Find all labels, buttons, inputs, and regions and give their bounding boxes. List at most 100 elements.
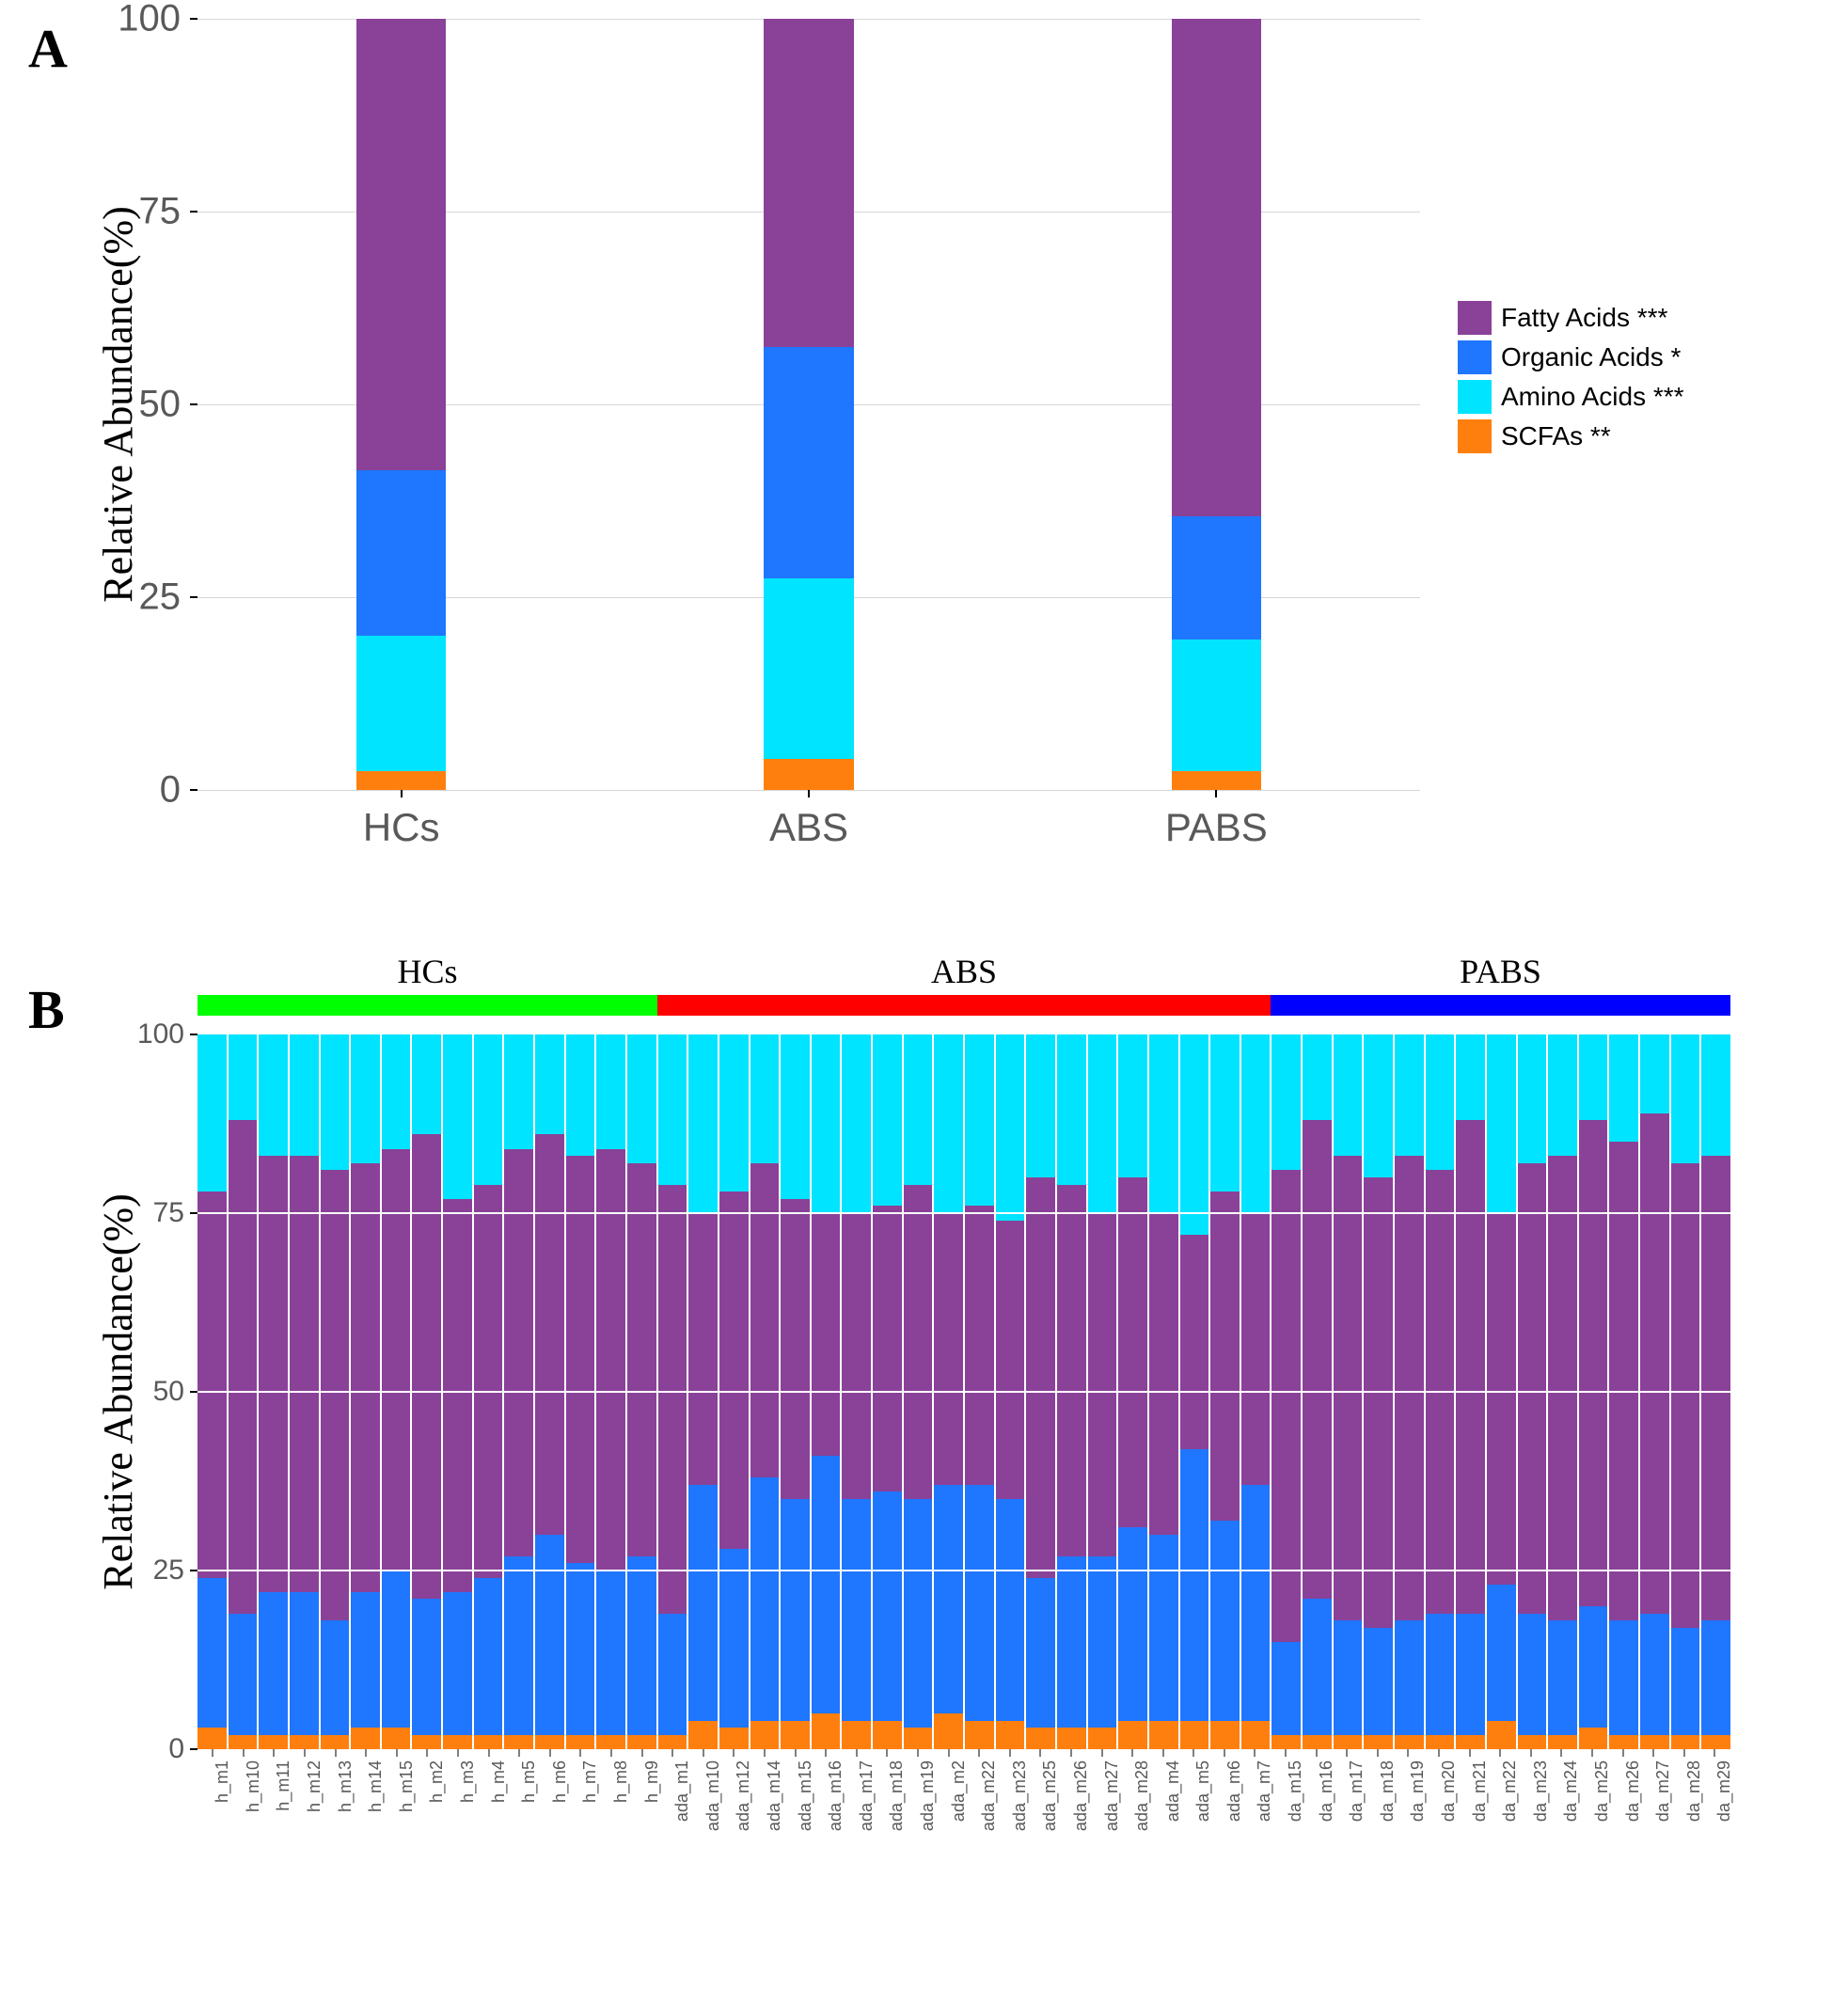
segment-scfas: [1149, 1721, 1178, 1749]
xtick-col: ada_m4: [1147, 1749, 1178, 1947]
xtick-col: ada_m26: [1056, 1749, 1087, 1947]
xtick-mark: [1316, 1749, 1317, 1757]
segment-organic_acids: [658, 1614, 687, 1735]
segment-organic_acids: [474, 1578, 503, 1735]
legend-label: Organic Acids *: [1501, 342, 1681, 372]
xtick-col: h_m6: [535, 1749, 566, 1947]
segment-amino_acids: [1548, 1034, 1577, 1156]
y-axis-label-b: Relative Abundance(%): [94, 1193, 142, 1590]
segment-fatty_acids: [259, 1156, 288, 1592]
segment-amino_acids: [412, 1034, 441, 1134]
xtick-col: h_m15: [382, 1749, 413, 1947]
xtick-label: da_m29: [1714, 1760, 1734, 1822]
segment-amino_acids: [1271, 1034, 1301, 1170]
segment-scfas: [1548, 1735, 1577, 1749]
segment-scfas: [1026, 1728, 1055, 1749]
legend-swatch: [1458, 340, 1492, 374]
xtick-col: ada_m2: [933, 1749, 964, 1947]
xtick-col: ada_m27: [1086, 1749, 1117, 1947]
xtick-mark: [1714, 1749, 1715, 1757]
segment-scfas: [688, 1721, 718, 1749]
xtick-col: h_m1: [197, 1749, 229, 1947]
chart-b-xticks: h_m1h_m10h_m11h_m12h_m13h_m14h_m15h_m2h_…: [197, 1749, 1730, 1947]
segment-organic_acids: [842, 1499, 871, 1721]
segment-fatty_acids: [1303, 1120, 1332, 1599]
segment-organic_acids: [965, 1485, 994, 1721]
segment-amino_acids: [842, 1034, 871, 1213]
segment-fatty_acids: [750, 1163, 780, 1477]
segment-amino_acids: [535, 1034, 564, 1134]
segment-amino_acids: [904, 1034, 933, 1185]
segment-organic_acids: [1057, 1556, 1086, 1728]
segment-amino_acids: [1395, 1034, 1424, 1156]
xtick-label: ABS: [769, 790, 848, 850]
xtick-col: h_m7: [565, 1749, 596, 1947]
segment-organic_acids: [996, 1499, 1025, 1721]
segment-amino_acids: [321, 1034, 350, 1170]
segment-scfas: [443, 1735, 472, 1749]
segment-fatty_acids: [1487, 1213, 1516, 1585]
segment-organic_acids: [1271, 1642, 1301, 1735]
xtick-col: da_m17: [1332, 1749, 1363, 1947]
xtick-col: ada_m16: [811, 1749, 842, 1947]
segment-scfas: [474, 1735, 503, 1749]
legend-item: Organic Acids *: [1458, 340, 1684, 374]
xtick-mark: [1162, 1749, 1163, 1757]
xtick-mark: [549, 1749, 550, 1757]
segment-amino_acids: [443, 1034, 472, 1199]
segment-scfas: [750, 1721, 780, 1749]
segment-organic_acids: [596, 1571, 625, 1735]
segment-organic_acids: [1671, 1628, 1700, 1735]
group-label: PABS: [1460, 952, 1541, 991]
xtick-col: h_m4: [473, 1749, 504, 1947]
xtick-col: ada_m25: [1025, 1749, 1056, 1947]
segment-amino_acids: [1701, 1034, 1730, 1156]
segment-amino_acids: [290, 1034, 319, 1156]
segment-organic_acids: [1579, 1606, 1608, 1728]
segment-fatty_acids: [996, 1221, 1025, 1499]
segment-scfas: [1241, 1721, 1271, 1749]
segment-amino_acids: [1149, 1034, 1178, 1213]
xtick-col: ada_m17: [841, 1749, 872, 1947]
segment-amino_acids: [658, 1034, 687, 1185]
segment-fatty_acids: [1518, 1163, 1547, 1614]
xtick-col: ada_m23: [994, 1749, 1025, 1947]
ytick-label: 75: [153, 1197, 197, 1229]
segment-organic_acids: [750, 1477, 780, 1720]
segment-amino_acids: [351, 1034, 380, 1163]
ytick-label: 25: [153, 1555, 197, 1586]
xtick-mark: [1592, 1749, 1593, 1757]
xtick-mark: [611, 1749, 612, 1757]
xtick-col: da_m27: [1638, 1749, 1669, 1947]
ytick-label: 0: [160, 769, 197, 812]
segment-fatty_acids: [412, 1134, 441, 1599]
segment-fatty_acids: [1149, 1213, 1178, 1535]
xtick-label: PABS: [1165, 790, 1268, 850]
xtick-mark: [1500, 1749, 1501, 1757]
xtick-col: da_m25: [1577, 1749, 1608, 1947]
xtick-col: ada_m18: [872, 1749, 903, 1947]
segment-organic_acids: [1609, 1620, 1638, 1735]
segment-amino_acids: [566, 1034, 595, 1156]
segment-amino_acids: [1088, 1034, 1117, 1213]
segment-fatty_acids: [1671, 1163, 1700, 1628]
ytick-label: 0: [168, 1733, 197, 1765]
segment-organic_acids: [1456, 1614, 1485, 1735]
segment-scfas: [1609, 1735, 1638, 1749]
segment-amino_acids: [1057, 1034, 1086, 1185]
xtick-label: HCs: [363, 790, 440, 850]
legend-item: Amino Acids ***: [1458, 380, 1684, 414]
segment-fatty_acids: [535, 1134, 564, 1535]
segment-amino_acids: [382, 1034, 411, 1149]
segment-amino_acids: [1303, 1034, 1332, 1120]
segment-amino_acids: [873, 1034, 902, 1206]
xtick-mark: [396, 1749, 397, 1757]
segment-organic_acids: [229, 1614, 258, 1735]
xtick-mark: [764, 1749, 765, 1757]
segment-organic_acids: [1088, 1556, 1117, 1728]
segment-fatty_acids: [719, 1192, 749, 1549]
segment-scfas: [1487, 1721, 1516, 1749]
segment-amino_acids: [812, 1034, 841, 1213]
segment-scfas: [351, 1728, 380, 1749]
xtick-col: da_m22: [1485, 1749, 1516, 1947]
